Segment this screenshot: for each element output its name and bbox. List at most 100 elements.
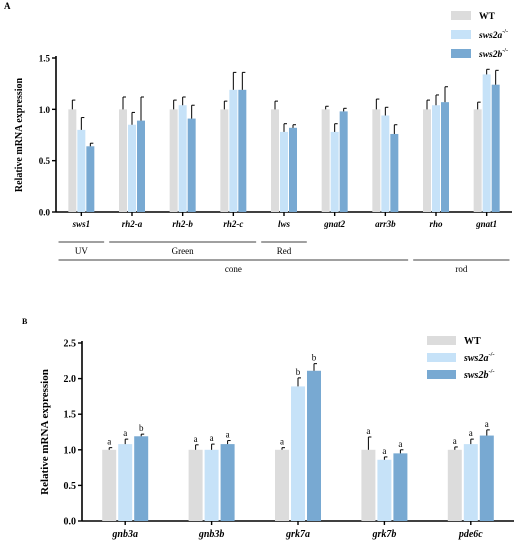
x-category-label: rh2-c: [223, 219, 243, 229]
significance-letter: a: [194, 434, 198, 444]
y-tick-label: 2.0: [64, 374, 77, 385]
bar-WT: [275, 449, 289, 521]
x-category-label: lws: [278, 219, 291, 229]
x-category-label: grk7a: [285, 529, 310, 540]
bar-sws2a: [291, 386, 305, 521]
bar-sws2b: [491, 84, 500, 212]
significance-letter: a: [485, 419, 489, 429]
bar-sws2b: [137, 120, 145, 212]
significance-letter: a: [226, 430, 230, 440]
bar-WT: [220, 109, 229, 212]
bar-sws2a: [128, 124, 136, 212]
x-category-label: gnat2: [323, 219, 346, 229]
bar-WT: [423, 109, 431, 212]
group-bracket-label: Green: [172, 246, 194, 256]
y-tick-label: 1.5: [64, 410, 77, 421]
legend-label-WT: WT: [479, 12, 496, 22]
y-axis-title: Relative mRNA expression: [14, 77, 25, 192]
x-category-label: sws1: [72, 219, 91, 229]
bar-sws2b: [479, 435, 494, 521]
x-category-label: rh2-a: [122, 219, 143, 229]
bar-WT: [361, 449, 376, 521]
bar-sws2b: [339, 111, 348, 212]
significance-letter: a: [123, 428, 127, 438]
group-bracket-label: Red: [277, 246, 292, 256]
legend-swatch-WT: [427, 336, 456, 345]
y-tick-label: 2.5: [64, 339, 77, 350]
x-category-label: gnat1: [475, 219, 497, 229]
significance-letter: a: [280, 437, 284, 447]
bar-sws2b: [441, 102, 449, 212]
chart-panel-a: 0.0 0.5 1.0 1.5 Relative mRNA expression sws1…: [14, 11, 512, 274]
bar-sws2b: [86, 146, 95, 212]
bar-sws2b: [390, 133, 399, 212]
significance-letter: b: [296, 367, 301, 377]
bar-WT: [321, 109, 330, 212]
y-tick-label: 0.5: [64, 481, 77, 492]
bar-sws2a: [381, 115, 390, 212]
class-bracket-label: rod: [455, 264, 467, 274]
bar-WT: [119, 109, 127, 212]
legend-swatch-sws2b: [451, 49, 471, 58]
bar-WT: [102, 449, 117, 521]
bar-sws2b: [307, 370, 321, 521]
y-tick-label: 1.0: [64, 445, 77, 456]
x-category-label: pde6c: [458, 529, 483, 540]
y-tick-label: 0.5: [39, 156, 51, 166]
significance-letter: a: [107, 437, 111, 447]
bar-sws2b: [187, 118, 196, 212]
significance-letter: a: [210, 433, 214, 443]
significance-letter: a: [398, 439, 402, 449]
bar-sws2b: [238, 89, 247, 212]
bar-sws2a: [377, 459, 392, 521]
x-category-label: rho: [429, 219, 443, 229]
y-axis-title: Relative mRNA expression: [39, 369, 51, 495]
bar-sws2a: [118, 444, 133, 521]
bar-sws2b: [220, 444, 235, 521]
bar-sws2a: [463, 444, 478, 521]
bar-WT: [169, 109, 178, 212]
y-tick-label: 0.0: [39, 208, 51, 218]
x-category-label: rh2-b: [172, 219, 193, 229]
bar-sws2a: [229, 89, 238, 212]
bar-sws2b: [289, 127, 297, 212]
significance-letter: a: [382, 446, 386, 456]
y-tick-label: 1.5: [39, 54, 51, 64]
significance-letter: b: [312, 353, 317, 363]
bar-sws2a: [204, 449, 219, 521]
bar-WT: [372, 109, 381, 212]
panel-a-label: A: [4, 1, 11, 11]
bar-sws2b: [134, 436, 149, 521]
significance-letter: a: [469, 428, 473, 438]
y-tick-label: 1.0: [39, 105, 51, 115]
legend-label-sws2a: sws2a-/-: [478, 29, 508, 41]
bar-sws2a: [178, 105, 187, 212]
y-tick-label: 0.0: [64, 517, 77, 528]
legend-label-sws2a: sws2a-/-: [463, 351, 495, 364]
bar-WT: [68, 109, 77, 212]
bar-sws2a: [330, 131, 339, 212]
bar-sws2a: [77, 129, 86, 212]
group-bracket-label: UV: [75, 246, 88, 256]
bar-sws2a: [432, 105, 440, 212]
significance-letter: b: [139, 423, 144, 433]
legend-swatch-sws2b: [427, 370, 456, 379]
legend-label-sws2b: sws2b-/-: [463, 368, 495, 381]
bar-sws2a: [280, 131, 288, 212]
x-category-label: arr3b: [375, 219, 396, 229]
x-category-label: gnb3a: [111, 529, 138, 540]
bar-sws2a: [482, 74, 491, 212]
chart-panel-b: 0.0 0.5 1.0 1.5 2.0 2.5 Relative mRNA expressi…: [39, 336, 514, 540]
legend-swatch-WT: [451, 11, 471, 20]
legend-swatch-sws2a: [451, 30, 471, 39]
legend-label-sws2b: sws2b-/-: [478, 48, 508, 60]
legend-label-WT: WT: [464, 336, 481, 347]
bar-WT: [473, 109, 482, 212]
bar-sws2b: [393, 453, 408, 521]
legend-swatch-sws2a: [427, 353, 456, 362]
significance-letter: a: [453, 436, 457, 446]
bar-WT: [447, 449, 462, 521]
significance-letter: a: [366, 426, 370, 436]
bar-WT: [188, 449, 203, 521]
